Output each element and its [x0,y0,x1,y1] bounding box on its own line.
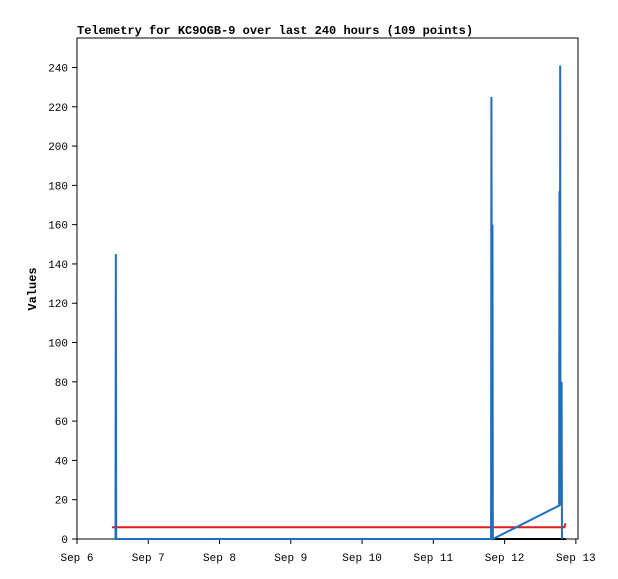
x-tick-label: Sep 12 [485,553,525,565]
y-tick-label: 140 [48,260,68,272]
x-tick-label: Sep 11 [414,553,454,565]
y-tick-label: 240 [48,63,68,75]
y-tick-label: 180 [48,181,68,193]
y-tick-label: 80 [55,378,68,390]
series-line [114,65,563,541]
y-tick-label: 120 [48,299,68,311]
x-tick-label: Sep 6 [60,553,93,565]
chart-title: Telemetry for KC9OGB-9 over last 240 hou… [77,24,473,38]
plot-frame [76,37,579,540]
x-tick-label: Sep 7 [132,553,165,565]
x-tick-label: Sep 10 [342,553,382,565]
y-tick-label: 40 [55,456,68,468]
x-tick-label: Sep 13 [556,553,596,565]
x-tick-label: Sep 8 [203,553,236,565]
y-axis-label: Values [26,267,40,310]
y-tick-label: 220 [48,103,68,115]
y-tick-label: 100 [48,339,68,351]
y-tick-label: 160 [48,221,68,233]
y-tick-label: 200 [48,142,68,154]
x-tick-label: Sep 9 [274,553,307,565]
y-tick-label: 60 [55,417,68,429]
y-tick-label: 0 [61,535,68,547]
series-line [111,523,567,529]
y-tick-label: 20 [55,496,68,508]
